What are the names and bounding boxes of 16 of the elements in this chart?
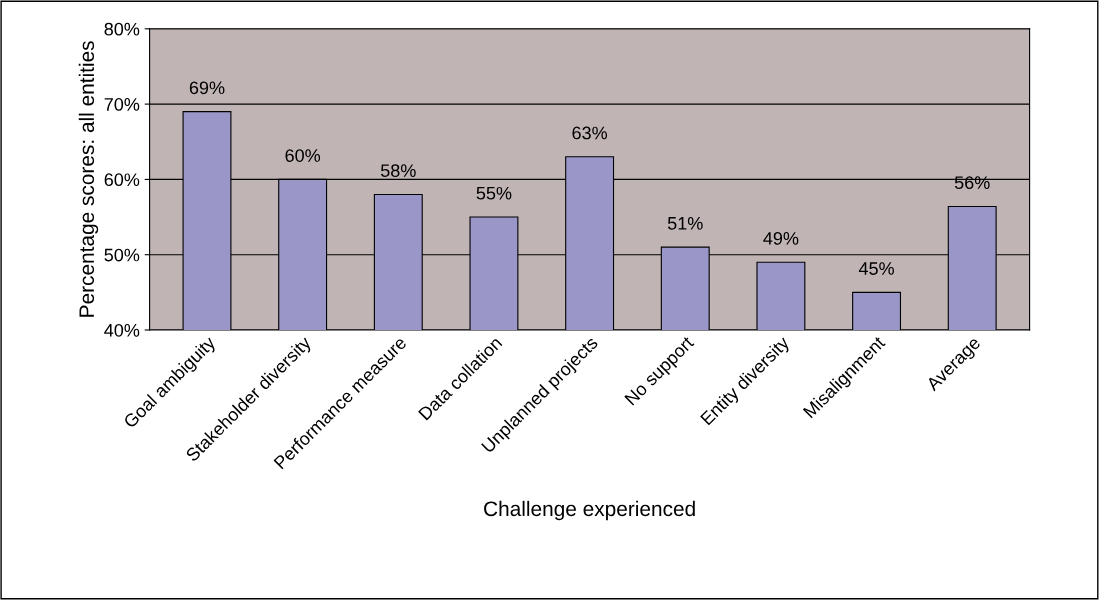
data-label: 51% [667, 217, 703, 230]
y-tick-label: 50% [104, 248, 140, 262]
x-axis-title: Challenge experienced [484, 500, 695, 521]
data-label: 58% [380, 164, 416, 177]
data-label: 60% [285, 149, 321, 162]
data-label: 63% [572, 126, 608, 140]
data-label: 56% [954, 176, 990, 190]
y-tick-label: 80% [104, 22, 140, 36]
data-label: 55% [476, 186, 512, 200]
data-label: 69% [189, 81, 225, 95]
y-tick-label: 40% [104, 323, 140, 337]
y-axis-title: Percentage scores: all entities [78, 41, 99, 317]
data-label: 49% [763, 231, 799, 245]
y-tick-label: 70% [104, 98, 140, 111]
data-label: 45% [858, 262, 894, 275]
y-tick-label: 60% [104, 173, 140, 187]
